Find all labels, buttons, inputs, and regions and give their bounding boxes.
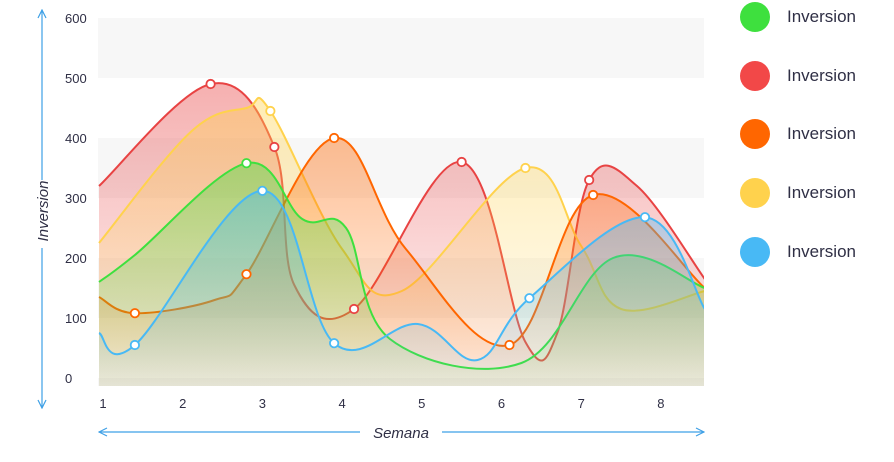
y-tick-label: 500 [65, 71, 87, 86]
data-point [329, 132, 340, 144]
legend-label: Inversion [787, 7, 856, 26]
y-tick-label: 200 [65, 251, 87, 266]
data-point [588, 189, 599, 201]
grid-band [98, 18, 704, 78]
legend-item: Inversion [740, 61, 856, 91]
series-area [99, 190, 704, 386]
data-point [205, 78, 216, 90]
legend-swatch [740, 119, 770, 149]
tick-labels: 0 100 200 300 400 500 600 1 2 3 4 5 6 7 8 [65, 11, 665, 411]
x-tick-label: 4 [338, 396, 345, 411]
x-axis-label: Semana [373, 425, 429, 442]
data-point [129, 308, 140, 319]
x-tick-label: 2 [179, 396, 186, 411]
legend-swatch [740, 237, 770, 267]
y-tick-label: 400 [65, 131, 87, 146]
x-tick-label: 5 [418, 396, 425, 411]
legend-label: Inversion [787, 242, 856, 261]
legend-label: Inversion [787, 124, 856, 143]
marker-layer [129, 78, 651, 351]
data-point [257, 185, 268, 196]
legend-item: Inversion [740, 237, 856, 267]
legend-label: Inversion [787, 66, 856, 85]
data-point [265, 105, 276, 117]
legend-swatch [740, 61, 770, 91]
y-tick-label: 300 [65, 191, 87, 206]
legend-label: Inversion [787, 183, 856, 202]
x-tick-label: 3 [259, 396, 266, 411]
x-tick-label: 6 [498, 396, 505, 411]
data-point [520, 162, 531, 174]
data-point [456, 156, 467, 168]
data-point [504, 339, 515, 351]
x-tick-label: 1 [99, 396, 106, 411]
data-point [129, 339, 140, 351]
data-point [639, 212, 651, 223]
legend-item: Inversion [740, 2, 856, 32]
data-point [348, 303, 360, 315]
series-line [98, 189, 704, 362]
series-layer [98, 82, 704, 386]
y-tick-label: 0 [65, 371, 72, 386]
y-axis-label: Inversion [35, 181, 52, 242]
y-tick-label: 600 [65, 11, 87, 26]
data-point [524, 293, 535, 304]
y-tick-label: 100 [65, 311, 87, 326]
data-point [329, 338, 340, 349]
legend-swatch [740, 178, 770, 208]
x-tick-label: 7 [578, 396, 585, 411]
legend-item: Inversion [740, 119, 856, 149]
data-point [241, 158, 252, 169]
x-tick-label: 8 [657, 396, 664, 411]
data-point [241, 269, 252, 280]
data-point [269, 141, 280, 153]
legend-swatch [740, 2, 770, 32]
data-point [584, 174, 595, 186]
legend-item: Inversion [740, 178, 856, 208]
